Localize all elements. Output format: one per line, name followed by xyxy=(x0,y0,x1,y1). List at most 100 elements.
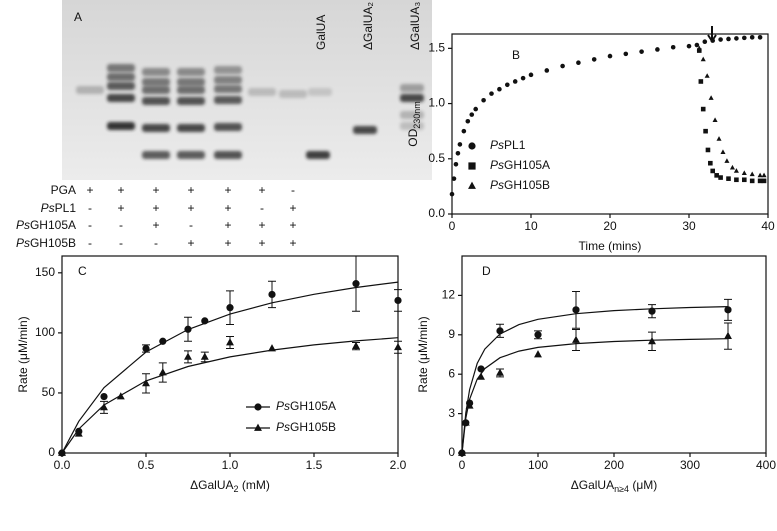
marker xyxy=(705,147,711,153)
marker xyxy=(708,160,713,166)
gel-band xyxy=(177,124,205,132)
marker xyxy=(100,392,108,401)
marker xyxy=(468,162,476,170)
marker xyxy=(468,142,476,150)
y-tick-label: 1.0 xyxy=(428,96,445,110)
y-tick-label: 0 xyxy=(448,445,455,459)
marker xyxy=(74,429,83,437)
x-tick-label: 20 xyxy=(603,219,617,233)
row-mark: + xyxy=(289,236,296,250)
gel-band xyxy=(214,76,242,84)
label-part: OD xyxy=(406,128,420,146)
marker xyxy=(142,344,150,353)
gel-band xyxy=(142,86,170,94)
marker xyxy=(451,176,457,181)
y-axis-label: Rate (μM/min) xyxy=(16,316,30,392)
x-tick-label: 400 xyxy=(756,458,776,472)
y-tick-label: 100 xyxy=(35,325,55,339)
x-tick-label: 200 xyxy=(604,458,624,472)
row-mark: - xyxy=(88,218,92,232)
marker xyxy=(473,106,479,112)
marker xyxy=(724,158,730,163)
row-mark: + xyxy=(187,236,194,250)
fit-curve xyxy=(461,338,729,454)
marker xyxy=(761,172,767,178)
row-mark: + xyxy=(289,218,296,232)
lane-label: ΔGalUA₃ xyxy=(408,2,422,50)
marker xyxy=(729,164,735,170)
marker xyxy=(184,325,192,333)
x-tick-label: 0.5 xyxy=(138,458,155,472)
x-tick-label: 40 xyxy=(761,219,775,233)
marker xyxy=(718,37,723,42)
marker xyxy=(58,448,66,456)
y-tick-label: 3 xyxy=(448,406,455,420)
y-tick-label: 0.0 xyxy=(428,206,445,220)
marker xyxy=(572,306,580,314)
gel-band xyxy=(214,151,242,159)
marker xyxy=(749,35,755,40)
row-label: PGA xyxy=(51,183,76,197)
marker xyxy=(268,290,276,299)
x-tick-label: 300 xyxy=(680,458,700,472)
gel-band xyxy=(107,122,135,130)
marker xyxy=(457,142,463,147)
row-mark: + xyxy=(224,183,231,197)
x-tick-label: 30 xyxy=(682,219,696,233)
marker xyxy=(710,168,715,174)
marker xyxy=(505,82,510,88)
marker xyxy=(534,350,542,358)
marker xyxy=(468,181,476,189)
marker xyxy=(749,178,755,184)
row-mark: - xyxy=(291,183,295,197)
row-mark: - xyxy=(88,201,92,215)
marker xyxy=(352,280,360,288)
gel-band xyxy=(400,94,424,102)
x-axis-label: ΔGalUA2 (mM) xyxy=(190,478,270,494)
row-mark: + xyxy=(258,218,265,232)
row-mark: - xyxy=(119,218,123,232)
y-axis-label: Rate (μM/min) xyxy=(416,316,430,392)
marker xyxy=(696,45,702,51)
marker xyxy=(576,60,581,66)
marker xyxy=(520,75,526,81)
gel-band xyxy=(177,86,205,94)
x-tick-label: 1.5 xyxy=(306,458,323,472)
row-mark: + xyxy=(258,183,265,197)
x-tick-label: 2.0 xyxy=(390,458,407,472)
row-mark: + xyxy=(152,183,159,197)
marker xyxy=(158,368,167,376)
gel-band xyxy=(177,78,205,86)
gel-band xyxy=(107,94,135,102)
marker xyxy=(512,79,518,84)
lane-label: GalUA xyxy=(314,15,328,50)
marker xyxy=(741,170,747,175)
gel-band xyxy=(142,124,170,132)
marker xyxy=(733,168,739,173)
marker xyxy=(477,365,485,373)
row-label: PsGH105B xyxy=(16,236,76,250)
marker xyxy=(694,42,700,48)
panel-label: B xyxy=(512,48,520,62)
y-tick-label: 1.5 xyxy=(428,41,445,55)
marker xyxy=(698,79,704,84)
marker xyxy=(623,51,629,57)
marker xyxy=(481,97,486,103)
marker xyxy=(184,352,192,360)
marker xyxy=(477,372,485,380)
marker xyxy=(703,128,708,134)
marker xyxy=(718,175,723,180)
marker xyxy=(458,448,466,456)
marker xyxy=(700,56,706,62)
marker xyxy=(704,73,710,78)
marker xyxy=(489,91,494,96)
marker xyxy=(734,36,739,41)
row-label: PsPL1 xyxy=(41,201,77,215)
marker xyxy=(268,344,276,352)
marker xyxy=(254,423,262,431)
marker xyxy=(708,95,714,100)
marker xyxy=(496,368,504,376)
panel-label: C xyxy=(78,264,87,278)
marker xyxy=(226,304,234,312)
legend-label: PsGH105A xyxy=(490,158,550,172)
